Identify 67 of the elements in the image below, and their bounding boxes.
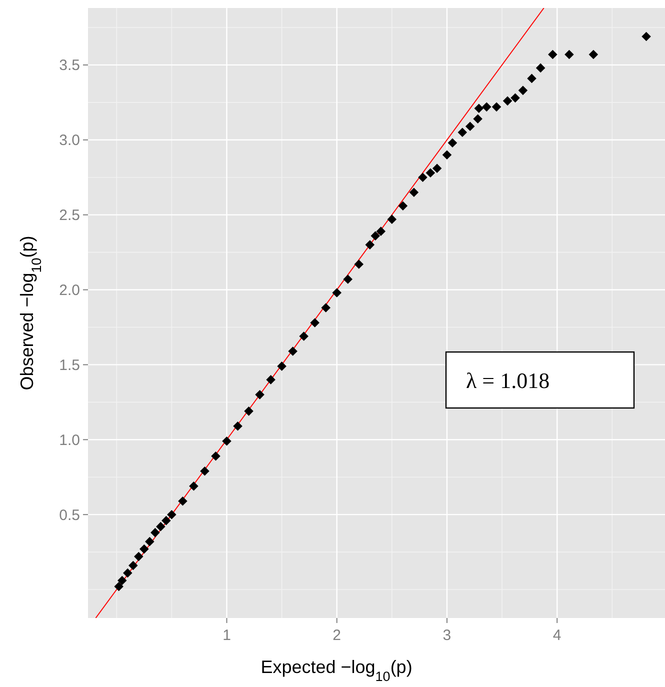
- x-axis-title: Expected −log$_{10}$(p): [260, 657, 412, 684]
- point: [178, 496, 188, 506]
- point: [354, 260, 364, 269]
- point: [536, 63, 546, 73]
- point: [448, 138, 458, 148]
- point: [321, 303, 330, 312]
- point: [128, 560, 138, 570]
- point: [518, 86, 528, 96]
- point: [482, 102, 492, 112]
- point: [117, 576, 127, 586]
- point: [122, 568, 132, 578]
- point: [145, 536, 154, 546]
- y-tick-label: 1.0: [59, 432, 80, 449]
- point: [642, 32, 651, 42]
- point: [527, 74, 536, 84]
- point: [343, 274, 353, 284]
- point: [233, 422, 242, 431]
- point: [409, 188, 419, 197]
- point: [564, 50, 574, 60]
- point: [140, 544, 149, 554]
- point: [310, 318, 320, 328]
- point: [458, 128, 468, 138]
- point: [299, 332, 308, 341]
- point: [492, 102, 502, 112]
- point: [418, 172, 428, 182]
- y-tick-label: 3.5: [59, 57, 80, 74]
- point: [277, 362, 286, 371]
- point: [134, 552, 144, 562]
- x-tick-label: 2: [332, 627, 342, 644]
- x-tick-label: 4: [552, 627, 562, 644]
- y-tick-label: 3.0: [59, 132, 80, 150]
- point: [156, 522, 166, 532]
- y-tick-label: 2.0: [59, 282, 80, 300]
- y-tick-label: 1.5: [59, 356, 80, 374]
- point: [222, 436, 232, 446]
- point: [442, 150, 452, 160]
- point: [332, 288, 342, 298]
- point: [150, 528, 160, 538]
- point: [255, 390, 264, 400]
- point: [376, 226, 386, 236]
- point: [502, 96, 512, 106]
- annotation: λ = 1.018: [466, 368, 550, 393]
- y-tick-label: 2.5: [59, 207, 80, 224]
- point: [162, 516, 171, 526]
- x-tick-label: 1: [222, 627, 231, 644]
- point: [167, 510, 176, 520]
- point: [510, 93, 520, 103]
- point: [114, 582, 124, 592]
- point: [211, 451, 220, 461]
- point: [365, 240, 375, 250]
- point: [473, 114, 482, 124]
- y-tick-label: 0.5: [59, 506, 80, 524]
- point: [588, 50, 598, 60]
- x-tick-label: 3: [442, 627, 452, 644]
- point: [288, 346, 298, 356]
- point: [432, 164, 442, 174]
- point: [548, 50, 558, 60]
- point: [200, 466, 210, 476]
- point: [189, 481, 198, 491]
- point: [387, 214, 397, 224]
- point: [474, 104, 484, 114]
- point: [426, 168, 436, 178]
- point: [266, 375, 276, 384]
- point: [398, 201, 408, 210]
- point: [465, 122, 475, 132]
- point: [370, 231, 380, 240]
- point: [244, 406, 254, 416]
